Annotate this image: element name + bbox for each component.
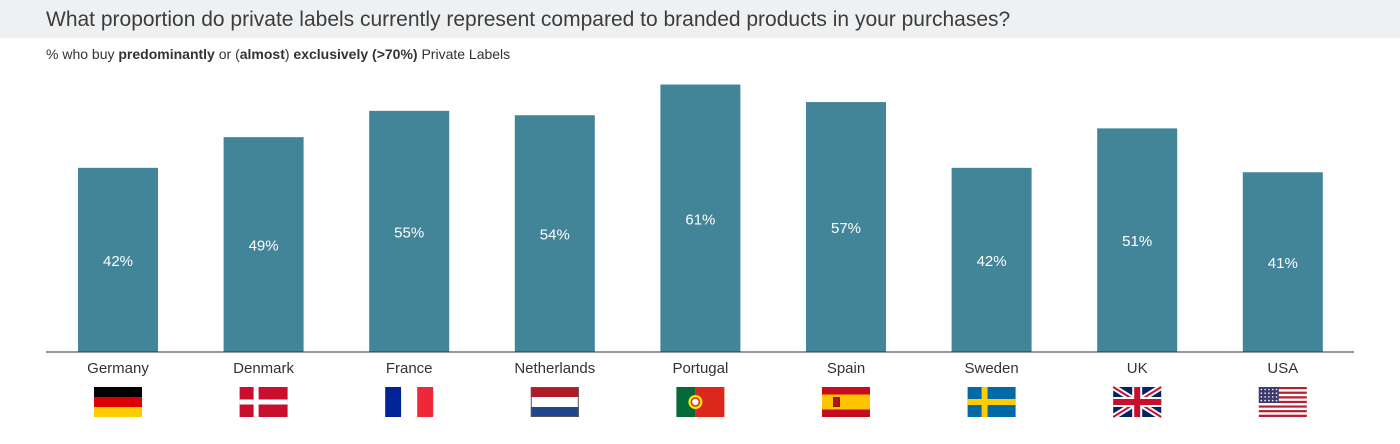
subtitle-part: or (: [214, 46, 240, 62]
bar-value-label: 42%: [977, 253, 1007, 270]
subtitle-part: ): [284, 46, 294, 62]
flag-france-icon: [385, 387, 434, 417]
bar-value-label: 51%: [1122, 233, 1152, 250]
bar-value-label: 41%: [1268, 255, 1298, 272]
x-tick-label: Spain: [827, 360, 865, 377]
subtitle-part: predominantly: [118, 46, 215, 62]
flag-netherlands-icon: [530, 387, 579, 417]
x-tick-label: Denmark: [233, 360, 294, 377]
x-tick-label: Netherlands: [514, 360, 595, 377]
subtitle-part: Private Labels: [417, 46, 511, 62]
bar-value-label: 61%: [685, 211, 715, 228]
bar-value-label: 54%: [540, 227, 570, 244]
bar-netherlands: [514, 115, 595, 352]
bar-usa: [1242, 172, 1323, 352]
x-tick-label: Germany: [87, 360, 149, 377]
x-tick-label: Sweden: [964, 360, 1018, 377]
chart-title: What proportion do private labels curren…: [46, 8, 1011, 31]
subtitle-part: exclusively (>70%): [293, 46, 418, 62]
bar-uk: [1097, 128, 1178, 352]
bar-portugal: [660, 84, 741, 353]
bar-value-label: 49%: [249, 238, 279, 255]
bar-spain: [806, 102, 886, 352]
bar-denmark: [223, 137, 304, 352]
bar-value-label: 57%: [831, 220, 861, 237]
subtitle-part: almost: [239, 46, 285, 62]
bar-germany: [78, 167, 158, 352]
flag-usa-icon: [1258, 387, 1307, 417]
bar-france: [369, 110, 450, 352]
bar-value-label: 55%: [394, 224, 424, 241]
x-tick-label: France: [386, 360, 433, 377]
bar-value-label: 42%: [103, 253, 133, 270]
flag-spain-icon: [822, 387, 870, 417]
flag-sweden-icon: [967, 387, 1016, 417]
flag-denmark-icon: [239, 387, 288, 417]
x-tick-label: Portugal: [672, 360, 728, 377]
x-tick-label: USA: [1267, 360, 1298, 377]
chart-subtitle: % who buy predominantly or (almost) excl…: [46, 46, 510, 62]
flag-germany-icon: [94, 387, 142, 417]
subtitle-part: % who buy: [46, 46, 119, 62]
flag-uk-icon: [1111, 384, 1163, 420]
flag-portugal-icon: [676, 387, 725, 417]
bar-sweden: [951, 167, 1032, 352]
header-band: [0, 0, 1400, 38]
x-tick-label: UK: [1127, 360, 1148, 377]
